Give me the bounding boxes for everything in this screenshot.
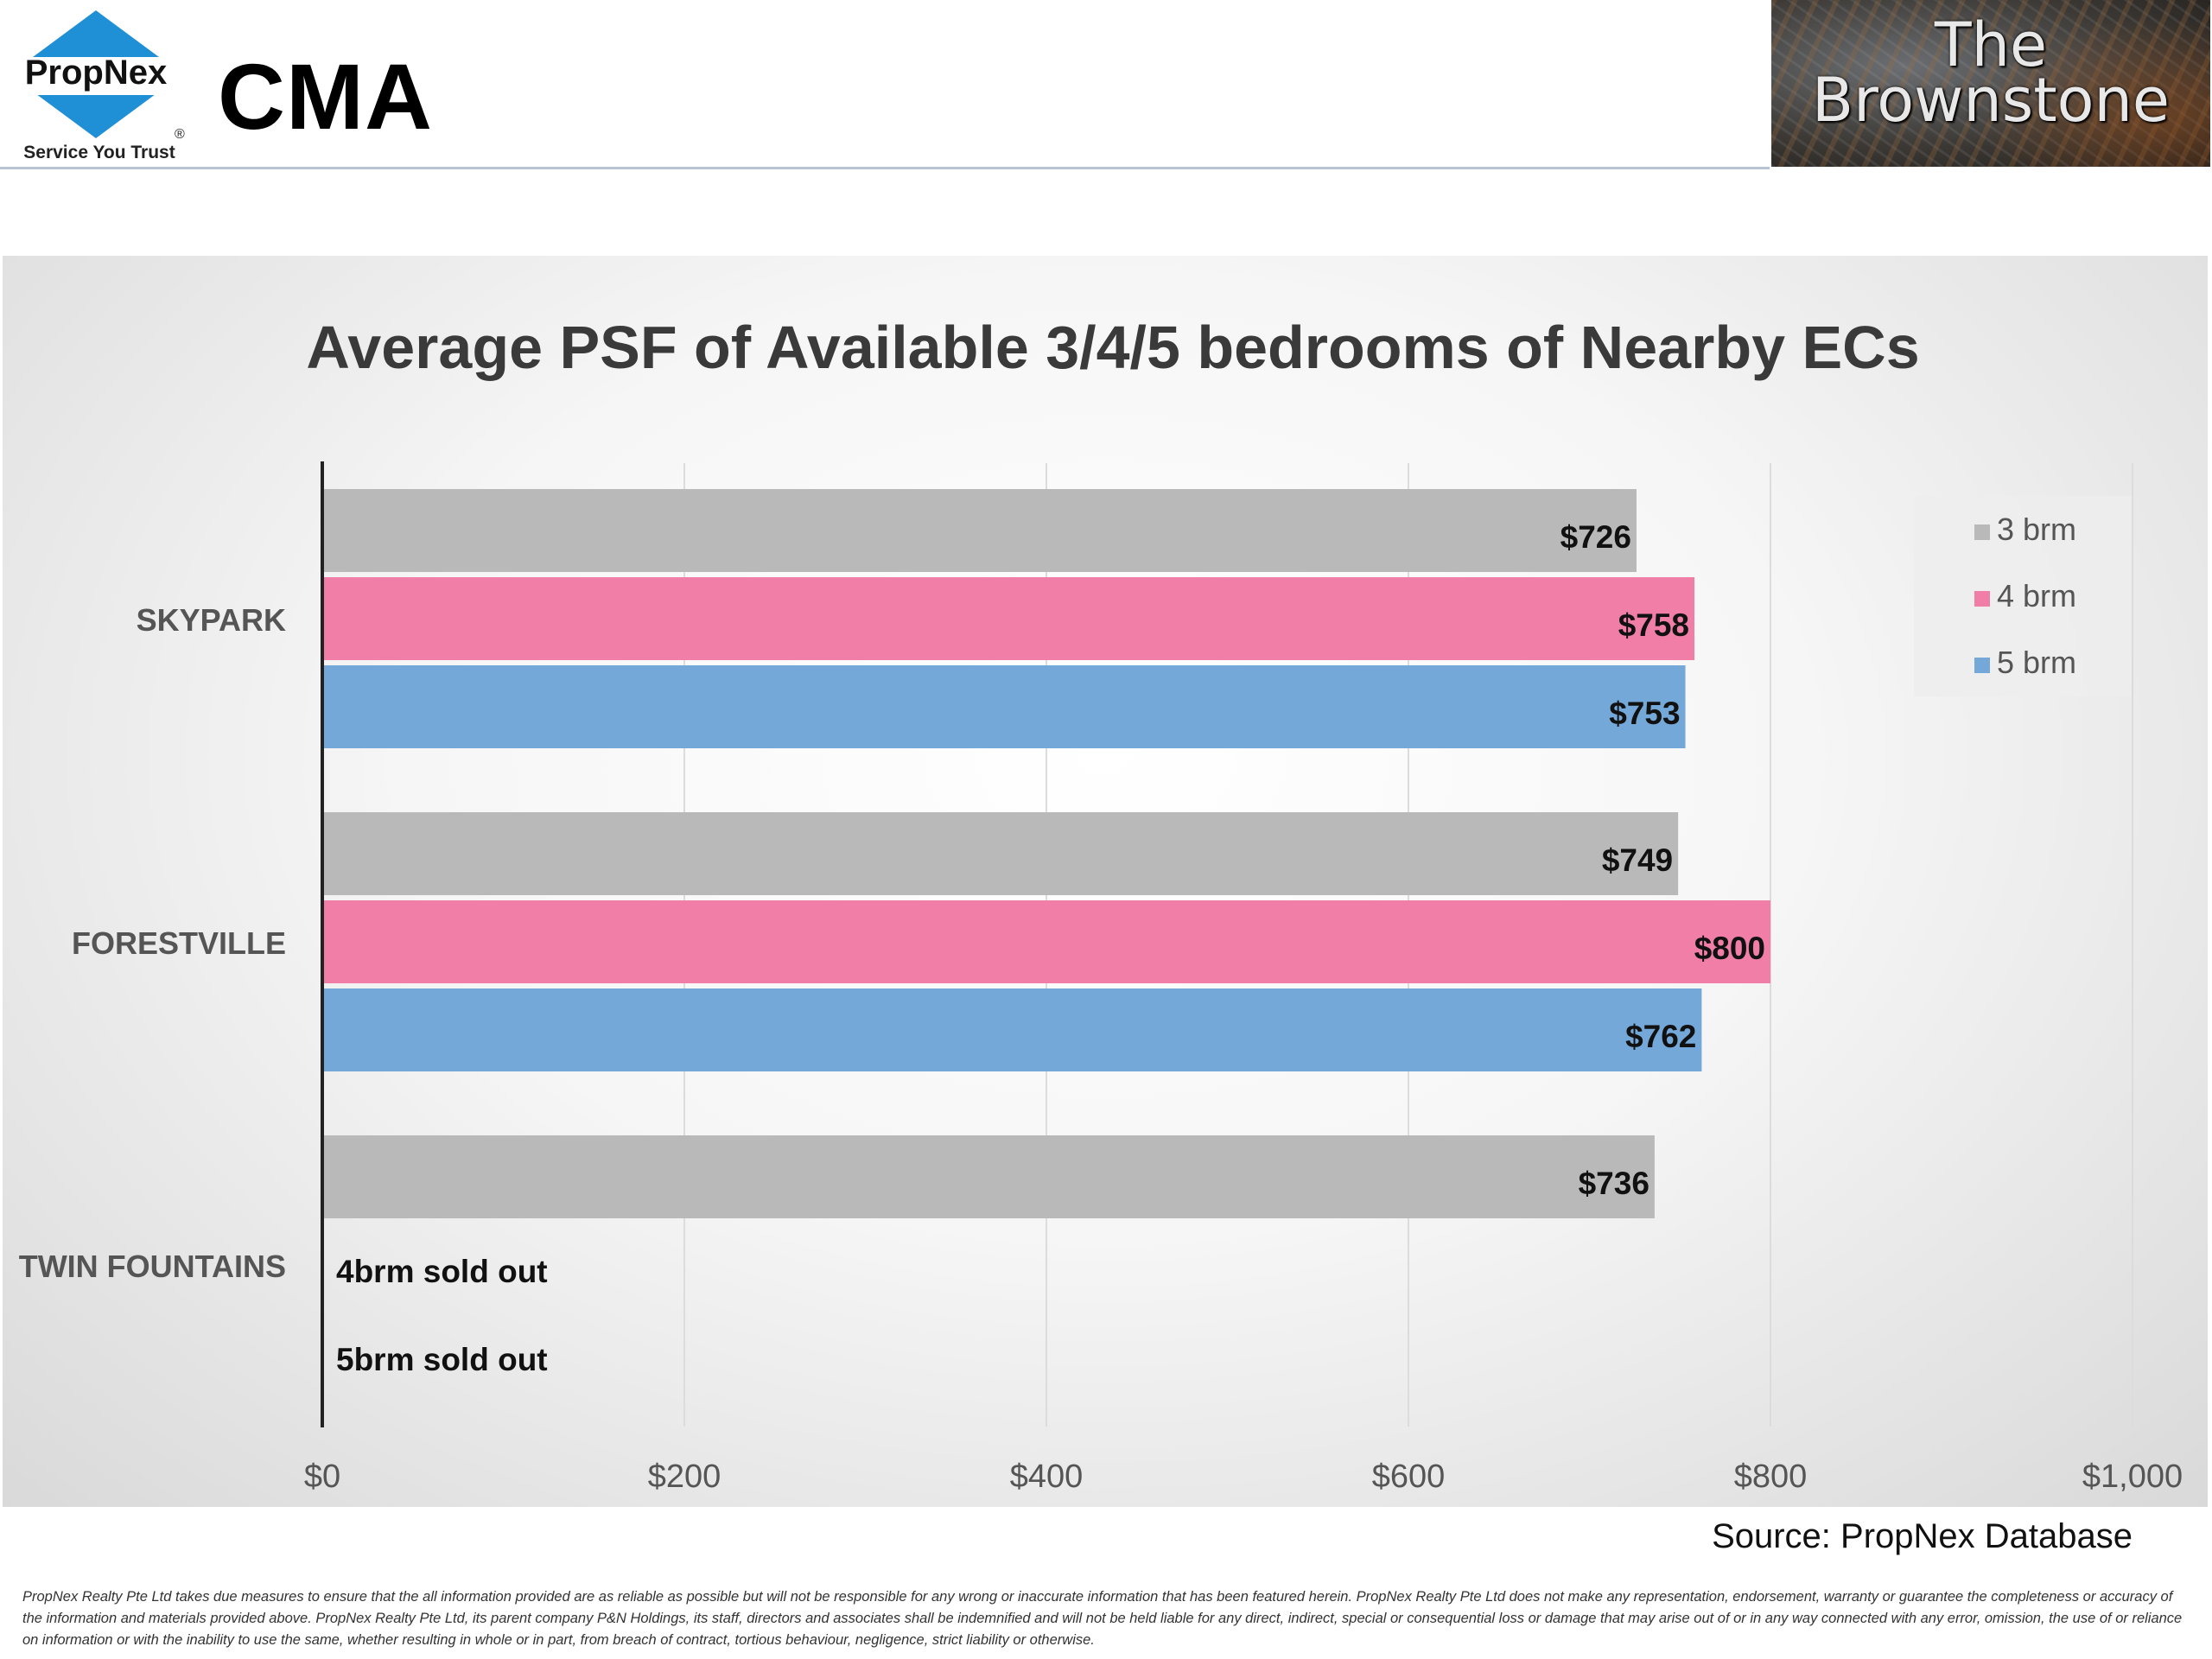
source-note: Source: PropNex Database	[1712, 1517, 2133, 1555]
legend-entry: 4 brm	[1997, 578, 2076, 613]
header: ® PropNex Service You Trust CMA The Brow…	[0, 0, 2212, 169]
legend-entry: 5 brm	[1997, 645, 2076, 680]
data-label: $749	[1602, 842, 1673, 878]
legend-box	[1914, 496, 2132, 696]
bar-chart: Average PSF of Available 3/4/5 bedrooms …	[19, 314, 2183, 1495]
sold-out-note: 4brm sold out	[336, 1254, 548, 1289]
legend-swatch	[1974, 658, 1990, 673]
propnex-logo: ® PropNex Service You Trust	[5, 9, 187, 166]
project-logo: The Brownstone	[1771, 0, 2210, 167]
bar	[322, 812, 1679, 895]
category-label: SKYPARK	[137, 602, 286, 638]
data-label: $726	[1560, 519, 1631, 555]
brand-name: PropNex	[24, 54, 168, 92]
chart-title: Average PSF of Available 3/4/5 bedrooms …	[306, 314, 1919, 381]
data-label: $800	[1694, 931, 1765, 966]
bar	[322, 1135, 1655, 1218]
data-label: $753	[1609, 696, 1680, 731]
data-label: $736	[1579, 1166, 1649, 1201]
sold-out-note: 5brm sold out	[336, 1342, 548, 1377]
x-tick-label: $200	[648, 1459, 721, 1495]
data-label: $758	[1618, 607, 1689, 643]
x-tick-label: $1,000	[2082, 1459, 2183, 1495]
category-label: TWIN FOUNTAINS	[19, 1249, 286, 1284]
page-title: CMA	[218, 44, 433, 149]
diamond-logo-icon: ®	[5, 10, 187, 142]
legend-swatch	[1974, 591, 1990, 607]
category-label: FORESTVILLE	[72, 925, 286, 961]
x-tick-label: $800	[1734, 1459, 1808, 1495]
bar	[322, 900, 1770, 983]
bar	[322, 577, 1695, 660]
bar	[322, 988, 1702, 1071]
x-tick-label: $600	[1372, 1459, 1446, 1495]
legend-entry: 3 brm	[1997, 512, 2076, 547]
bar	[322, 665, 1686, 748]
brand-tagline: Service You Trust	[23, 143, 175, 162]
chart-panel: Average PSF of Available 3/4/5 bedrooms …	[3, 256, 2208, 1507]
x-tick-label: $400	[1010, 1459, 1084, 1495]
bar	[322, 489, 1637, 572]
legend-swatch	[1974, 524, 1990, 540]
x-tick-label: $0	[304, 1459, 340, 1495]
project-logo-text: The Brownstone	[1812, 10, 2170, 136]
data-label: $762	[1625, 1019, 1696, 1054]
disclaimer-text: PropNex Realty Pte Ltd takes due measure…	[22, 1589, 2183, 1648]
registered-mark: ®	[175, 127, 185, 142]
header-divider	[0, 167, 1770, 169]
